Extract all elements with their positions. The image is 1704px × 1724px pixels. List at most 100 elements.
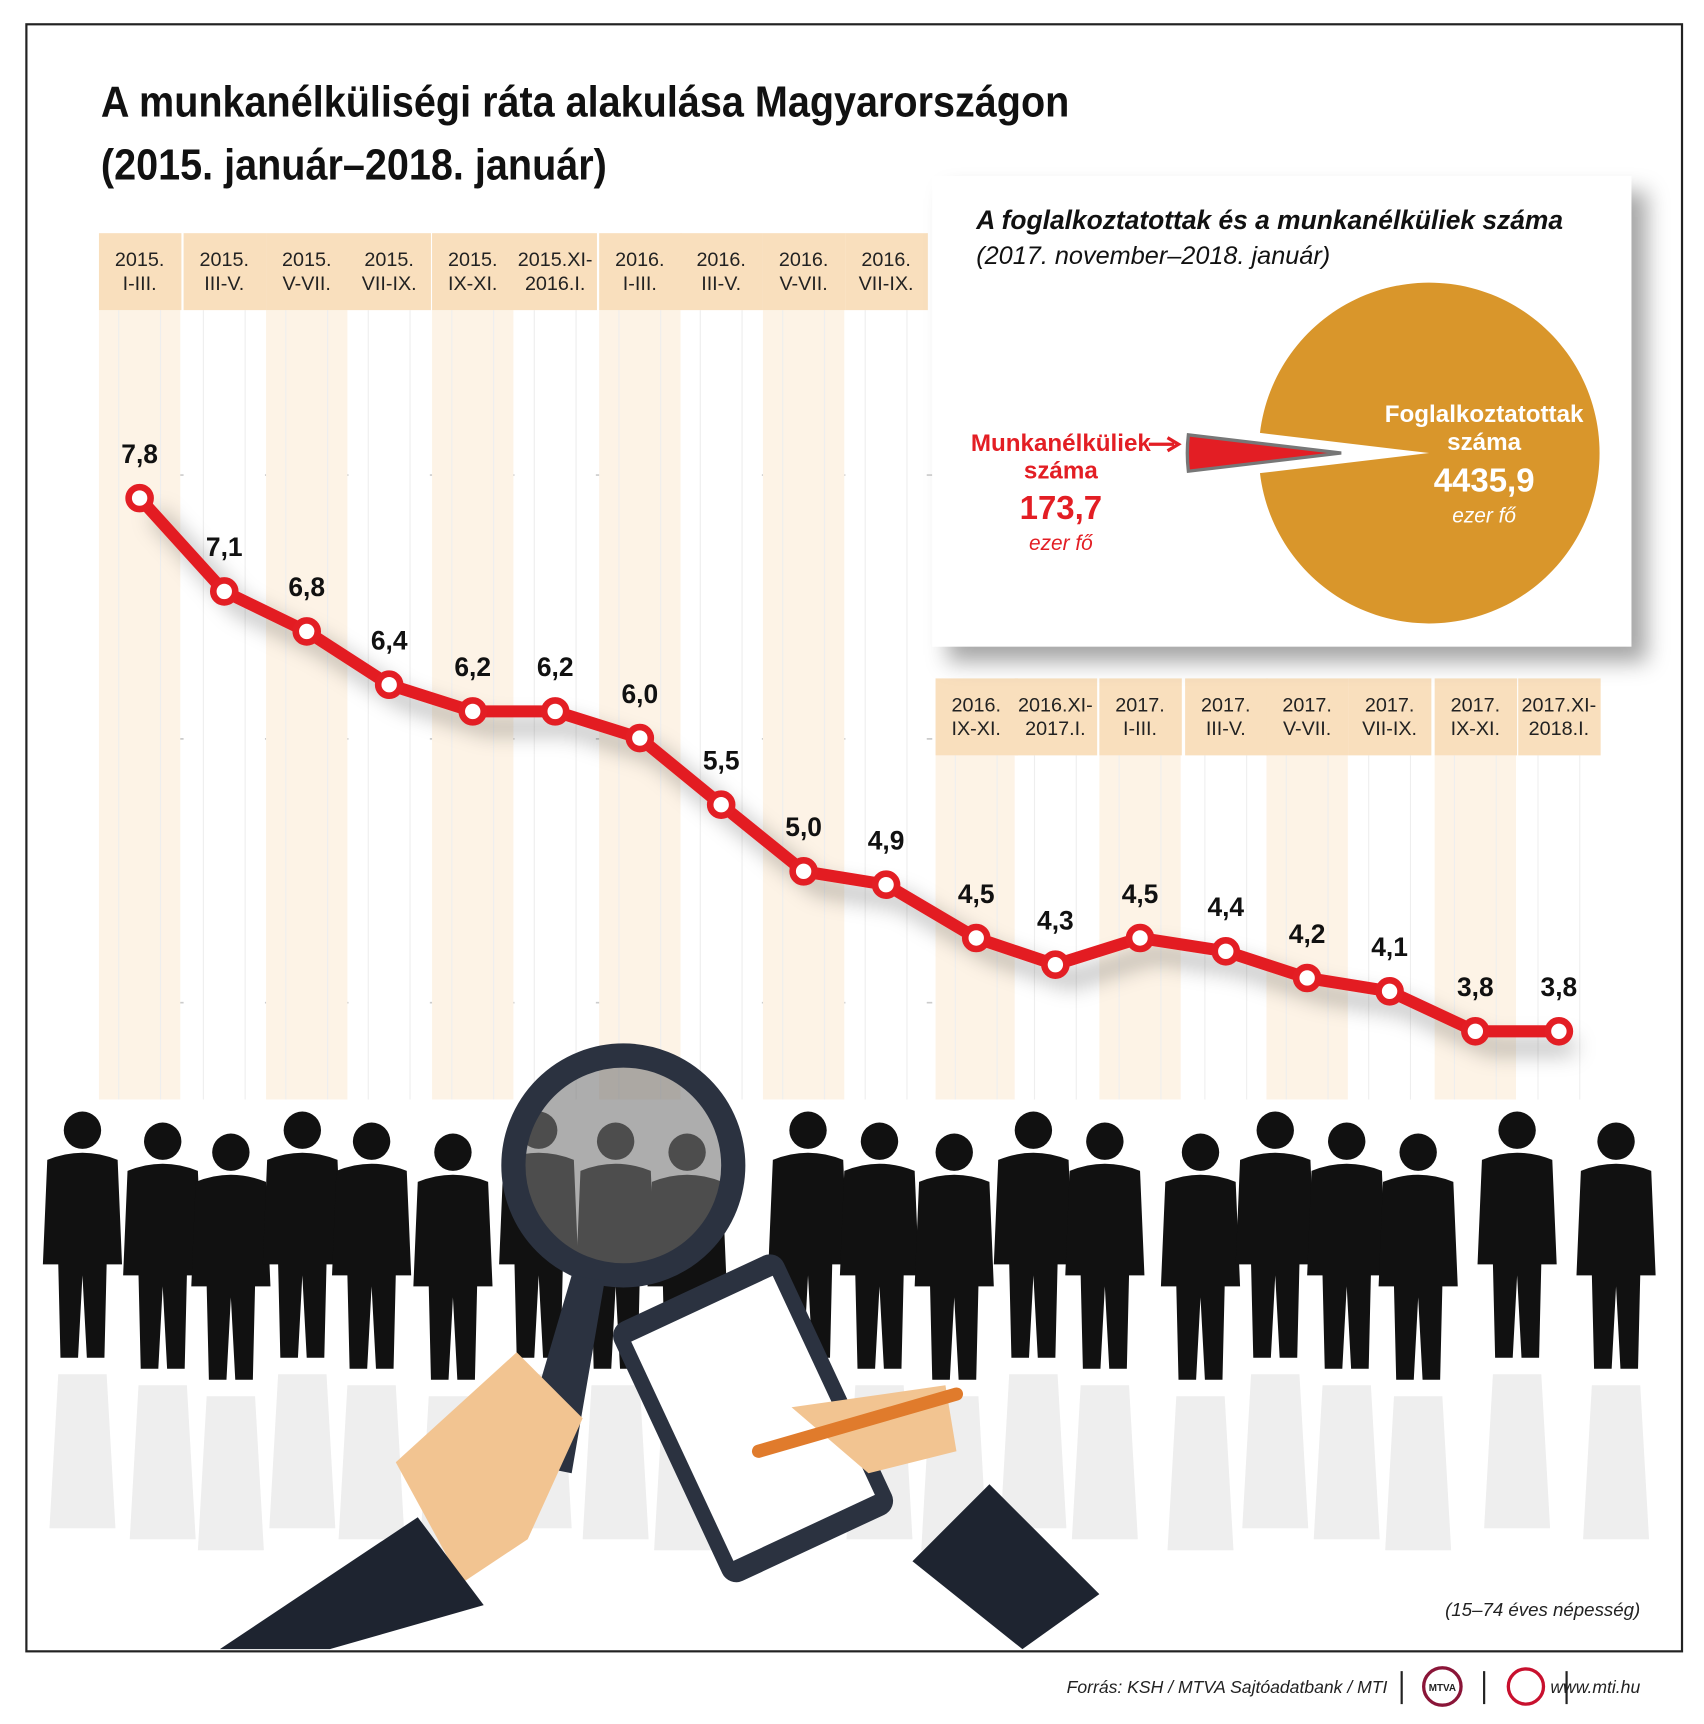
mti-logo xyxy=(1506,1667,1546,1706)
data-point xyxy=(1211,937,1241,966)
data-point xyxy=(374,670,404,700)
hand xyxy=(395,1352,583,1584)
x-tick-label: 2015. IX-XI. xyxy=(448,249,497,295)
slice-label: Munkanélküliek száma xyxy=(971,430,1152,485)
reflection xyxy=(197,1396,264,1551)
reflection xyxy=(1167,1396,1234,1551)
silhouette-body xyxy=(1477,1152,1557,1358)
silhouette-head xyxy=(352,1122,391,1160)
pie-chart: A foglalkoztatottak és a munkanélküliek … xyxy=(932,176,1632,647)
pie-slice xyxy=(1185,433,1342,474)
category-header xyxy=(1266,678,1349,756)
silhouette-body xyxy=(191,1174,271,1380)
data-point xyxy=(625,723,655,753)
silhouette-body xyxy=(262,1152,342,1358)
x-tick-label: 2016. III-V. xyxy=(696,249,745,295)
arm xyxy=(912,1484,1100,1650)
column-band xyxy=(845,310,927,1100)
silhouette-head xyxy=(63,1111,102,1149)
data-point xyxy=(458,697,488,726)
silhouette-body xyxy=(993,1152,1073,1358)
silhouette-head xyxy=(434,1133,472,1171)
silhouette-body xyxy=(1160,1174,1241,1380)
silhouette-head xyxy=(1014,1111,1053,1149)
column-band xyxy=(599,310,681,1100)
data-point xyxy=(540,697,570,726)
note: (15–74 éves népesség) xyxy=(1445,1599,1640,1620)
x-tick-label: 2016. VII-IX. xyxy=(859,249,914,295)
value-label: 4,3 xyxy=(1037,905,1074,935)
silhouette-body xyxy=(413,1174,493,1380)
silhouette-head xyxy=(283,1111,322,1149)
x-tick-label: 2017. I-III. xyxy=(1115,694,1164,740)
column-band xyxy=(1434,755,1517,1100)
x-tick-label: 2015. VII-IX. xyxy=(362,249,417,295)
silhouette-head xyxy=(860,1122,899,1160)
data-point xyxy=(1375,977,1404,1006)
silhouette-body xyxy=(1378,1174,1458,1380)
x-tick-label: 2016. IX-XI. xyxy=(951,694,1000,740)
silhouette-body xyxy=(332,1163,412,1369)
category-header xyxy=(514,233,597,311)
background xyxy=(98,233,1601,1100)
footer: (15–74 éves népesség) Forrás: KSH / MTVA … xyxy=(1067,1599,1640,1707)
reflection xyxy=(129,1385,196,1540)
silhouette-head xyxy=(935,1133,973,1171)
column-band xyxy=(183,310,265,1100)
x-tick-label: 2015. III-V. xyxy=(200,249,249,295)
data-point xyxy=(1125,923,1155,953)
unit-label: ezer fő xyxy=(1029,532,1093,555)
value-label: 6,2 xyxy=(454,652,491,682)
website: www.mti.hu xyxy=(1550,1677,1640,1697)
column-band xyxy=(1518,755,1600,1100)
x-tick-label: 2017.XI-2018.I. xyxy=(1522,694,1597,740)
silhouette-head xyxy=(144,1122,182,1160)
value-label: 7,1 xyxy=(206,532,243,562)
silhouette-body xyxy=(839,1163,920,1369)
reflection xyxy=(1484,1374,1551,1529)
data-point xyxy=(789,857,818,886)
data-point xyxy=(125,483,154,513)
category-header xyxy=(1099,678,1182,756)
value-label: 6,4 xyxy=(371,626,408,656)
silhouette-head xyxy=(1597,1122,1635,1160)
category-header xyxy=(680,233,763,311)
data-point xyxy=(209,577,239,606)
value-label: 5,0 xyxy=(785,812,822,842)
value-label: 6,8 xyxy=(288,572,325,602)
reflection xyxy=(1000,1374,1067,1529)
x-tick-label: 2016.XI-2017.I. xyxy=(1018,694,1093,740)
x-tick-label: 2015.XI-2016.I. xyxy=(518,249,593,295)
value-label: 4,2 xyxy=(1289,919,1326,949)
reflection xyxy=(49,1374,116,1529)
data-point xyxy=(1461,1017,1490,1046)
logo-ring xyxy=(1422,1666,1463,1707)
column-band xyxy=(1185,755,1267,1100)
reflection xyxy=(1242,1374,1309,1529)
value-label: 4,9 xyxy=(868,825,905,855)
magnifier-lens xyxy=(501,1043,746,1288)
value-label: 3,8 xyxy=(1457,972,1494,1002)
silhouette-body xyxy=(42,1152,123,1358)
reflection xyxy=(1385,1396,1452,1551)
value-label: 4,4 xyxy=(1207,892,1244,922)
silhouette-head xyxy=(1328,1122,1366,1160)
silhouettes xyxy=(42,1043,1656,1650)
column-band xyxy=(348,310,430,1100)
line-chart: A munkanélküliségi ráta alakulása Magyar… xyxy=(101,77,1597,1046)
tablet-screen xyxy=(631,1275,875,1561)
value-label: 7,8 xyxy=(121,439,158,469)
column-band xyxy=(680,310,762,1100)
reflection xyxy=(1583,1385,1650,1540)
data-point xyxy=(1544,1017,1574,1046)
value-label: 4,5 xyxy=(1122,879,1159,909)
category-header xyxy=(183,233,267,311)
unit-label: ezer fő xyxy=(1452,504,1516,527)
pie-slice xyxy=(1259,282,1600,624)
category-header xyxy=(266,233,349,311)
data-point xyxy=(961,923,991,953)
x-tick-label: 2017. VII-IX. xyxy=(1362,694,1417,740)
silhouette-body xyxy=(123,1163,203,1369)
pencil xyxy=(751,1387,964,1458)
value-label: 4435,9 xyxy=(1434,462,1535,499)
